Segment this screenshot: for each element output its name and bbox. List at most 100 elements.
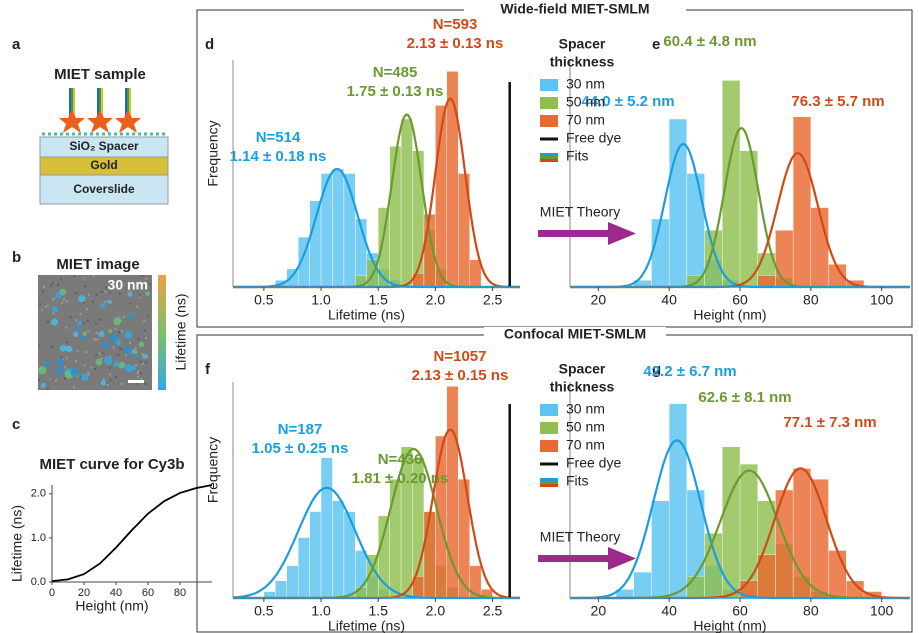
noise: [147, 315, 150, 318]
bar: [668, 403, 688, 599]
bar: [423, 511, 436, 599]
x-tick-label: 0: [49, 587, 55, 599]
chart-title: MIET curve for Cy3b: [39, 456, 184, 473]
spot: [82, 331, 88, 337]
noise: [141, 275, 144, 278]
spot: [80, 335, 86, 341]
fit-annotation: 42.2 ± 6.7 nm: [643, 363, 736, 380]
noise: [112, 346, 115, 349]
bar: [633, 571, 652, 599]
noise: [101, 351, 104, 354]
noise: [129, 302, 132, 305]
noise: [99, 318, 102, 321]
y-tick-label: 0.0: [31, 576, 46, 588]
noise: [106, 300, 109, 303]
colorbar: [158, 275, 166, 390]
noise: [137, 370, 140, 373]
legend-swatch: [540, 137, 558, 141]
spot: [127, 291, 133, 297]
noise: [46, 320, 49, 323]
noise: [85, 308, 88, 311]
spot: [103, 356, 113, 365]
noise: [140, 377, 143, 380]
layer-label: SiO₂ Spacer: [69, 139, 139, 153]
noise: [117, 331, 120, 334]
x-tick-label: 1.5: [368, 603, 388, 619]
spot: [72, 331, 79, 337]
title-backdrop: [484, 327, 666, 343]
bar: [651, 500, 670, 599]
x-tick-label: 40: [661, 292, 677, 308]
noise: [64, 377, 67, 380]
y-tick-label: 1.0: [31, 532, 46, 544]
noise: [138, 294, 141, 297]
noise: [96, 338, 99, 341]
spot: [109, 333, 119, 343]
noise: [63, 366, 66, 369]
x-tick-label: 60: [732, 603, 748, 619]
noise: [69, 316, 72, 319]
noise: [149, 283, 152, 286]
noise: [42, 290, 45, 293]
noise: [95, 354, 98, 357]
spot: [65, 345, 73, 353]
noise: [100, 290, 103, 293]
noise: [75, 292, 78, 295]
panel-label: b: [12, 249, 21, 266]
legend-label: Fits: [566, 148, 589, 164]
legend-label: Free dye: [566, 455, 621, 471]
bar: [686, 576, 705, 599]
x-tick-label: 0.5: [254, 603, 274, 619]
fit-annotation: 77.1 ± 7.3 nm: [783, 414, 876, 431]
spot: [100, 302, 106, 309]
y-axis-label: Frequency: [205, 120, 221, 186]
microscopy-image: [37, 275, 152, 390]
fit-annotation: N=187: [278, 421, 323, 438]
noise: [60, 356, 63, 359]
spot: [107, 299, 112, 305]
bar: [686, 173, 705, 288]
legend-title: thickness: [550, 379, 615, 395]
noise: [40, 308, 43, 311]
noise: [95, 332, 98, 335]
noise: [74, 359, 77, 362]
noise: [65, 326, 68, 329]
spot: [123, 346, 133, 355]
scale-bar: [128, 380, 144, 383]
y-axis-label: Lifetime (ns): [9, 505, 25, 582]
noise: [42, 285, 45, 288]
noise: [62, 298, 65, 301]
fit-annotation: N=593: [433, 16, 478, 33]
noise: [134, 346, 137, 349]
noise: [88, 293, 91, 296]
noise: [144, 382, 147, 385]
arrow-label: MIET Theory: [540, 529, 620, 545]
bar: [320, 173, 333, 288]
noise: [66, 341, 69, 344]
fit-annotation: 2.13 ± 0.15 ns: [412, 367, 509, 384]
x-tick-label: 80: [174, 587, 186, 599]
spot: [124, 330, 133, 339]
noise: [98, 352, 101, 355]
noise: [137, 338, 140, 341]
noise: [84, 285, 87, 288]
noise: [57, 283, 60, 286]
noise: [38, 344, 41, 347]
spot: [131, 365, 137, 371]
legend-label: 30 nm: [566, 401, 605, 417]
noise: [128, 341, 131, 344]
noise: [125, 354, 128, 357]
noise: [136, 288, 139, 291]
fit-annotation: 2.13 ± 0.13 ns: [407, 35, 504, 52]
legend-label: 50 nm: [566, 419, 605, 435]
x-axis-label: Lifetime (ns): [328, 618, 405, 633]
panel-label: g: [652, 361, 661, 378]
legend-swatch: [540, 153, 558, 156]
layer-label: Coverslide: [73, 182, 135, 196]
noise: [136, 372, 139, 375]
bar: [739, 463, 758, 599]
noise: [90, 366, 93, 369]
bar: [275, 580, 287, 599]
curve: [51, 484, 213, 583]
fit-annotation: 1.81 ± 0.20 ns: [352, 470, 449, 487]
